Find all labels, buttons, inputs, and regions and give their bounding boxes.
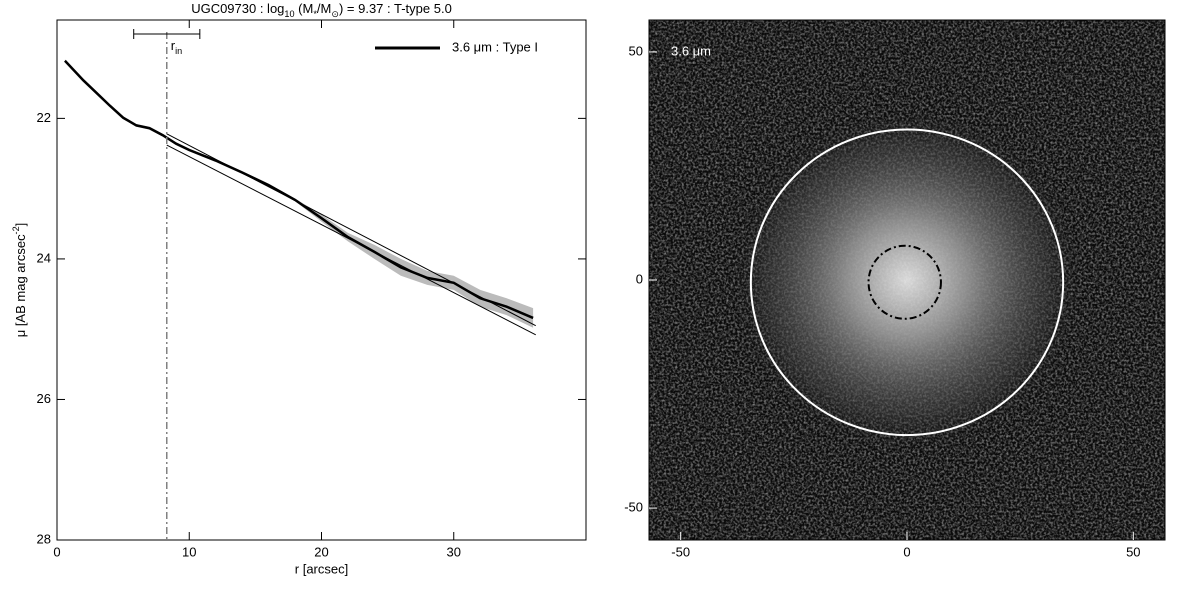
x-tick-label: 20 — [314, 544, 328, 559]
y-tick-label: 50 — [629, 43, 643, 58]
r-in-label: rin — [171, 38, 182, 56]
y-axis-label-part: ] — [13, 223, 28, 227]
y-tick-label: 22 — [37, 110, 51, 125]
galaxy-glow — [732, 110, 1082, 450]
profile-line — [64, 59, 534, 320]
x-tick-label: 50 — [1126, 544, 1140, 559]
x-tick-label: 0 — [903, 544, 910, 559]
y-tick-label: -50 — [624, 500, 643, 515]
chart-title-part: ) = 9.37 : T-type 5.0 — [339, 1, 452, 16]
chart-title-part: * — [313, 9, 317, 19]
plot-frame — [56, 19, 587, 541]
chart-title-part: 10 — [284, 9, 294, 19]
aperture — [867, 244, 942, 320]
y-tick-label: 0 — [636, 271, 643, 286]
aperture — [749, 128, 1065, 437]
x-tick-label: 30 — [447, 544, 461, 559]
chart-title-part: (M — [295, 1, 314, 16]
y-tick-label: 26 — [37, 391, 51, 406]
chart-title: UGC09730 : log10 (M*/M⊙) = 9.37 : T-type… — [191, 1, 452, 19]
legend-label: 3.6 μm : Type I — [452, 39, 538, 54]
chart-title-part: ⊙ — [331, 9, 339, 19]
x-axis-label: r [arcsec] — [295, 561, 348, 576]
y-axis-label-part: -2 — [11, 226, 21, 234]
y-axis-label-part: μ [AB mag arcsec — [13, 234, 28, 337]
y-tick-label: 24 — [37, 250, 51, 265]
r-in-label-part: r — [171, 38, 176, 53]
x-tick-label: -50 — [671, 544, 690, 559]
x-tick-label: 0 — [53, 544, 60, 559]
r-in-label-part: in — [175, 46, 182, 56]
chart-title-part: UGC09730 : log — [191, 1, 284, 16]
chart-title-part: /M — [317, 1, 331, 16]
band-label: 3.6 μm — [671, 43, 711, 58]
x-tick-label: 10 — [182, 544, 196, 559]
y-axis-label: μ [AB mag arcsec-2] — [11, 223, 28, 338]
y-tick-label: 28 — [37, 531, 51, 546]
